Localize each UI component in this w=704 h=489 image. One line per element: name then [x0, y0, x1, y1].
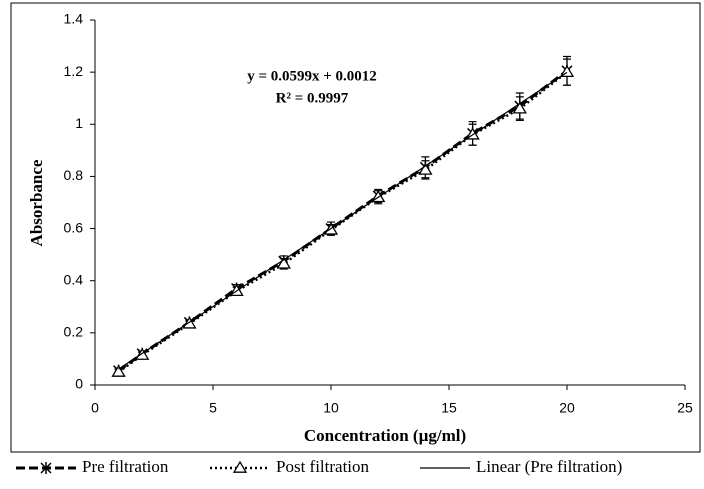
y-tick-label: 0.6	[64, 219, 84, 235]
legend-marker	[232, 460, 248, 473]
x-tick-label: 20	[559, 400, 575, 416]
x-tick-label: 0	[91, 400, 99, 416]
y-axis-title: Absorbance	[27, 159, 46, 246]
y-tick-label: 0.4	[64, 271, 84, 287]
x-tick-label: 10	[323, 400, 339, 416]
x-tick-label: 15	[441, 400, 457, 416]
legend-label: Linear (Pre filtration)	[476, 457, 622, 476]
y-tick-label: 0.2	[64, 324, 84, 340]
x-tick-label: 25	[677, 400, 693, 416]
y-tick-label: 0.8	[64, 167, 84, 183]
series-line	[118, 71, 568, 370]
data-point	[418, 162, 433, 175]
frame	[10, 2, 701, 453]
x-axis-title: Concentration (µg/ml)	[304, 426, 466, 445]
x-tick-label: 5	[209, 400, 217, 416]
legend-label: Pre filtration	[82, 457, 169, 476]
y-tick-label: 1.4	[64, 11, 84, 27]
r-squared: R² = 0.9997	[276, 90, 349, 106]
data-point	[111, 364, 126, 377]
legend-label: Post filtration	[276, 457, 370, 476]
y-tick-label: 1	[75, 115, 83, 131]
y-tick-label: 1.2	[64, 63, 84, 79]
legend-marker	[40, 462, 52, 474]
data-point	[276, 256, 291, 269]
equation: y = 0.0599x + 0.0012	[247, 68, 377, 84]
data-point	[512, 101, 527, 114]
y-tick-label: 0	[75, 376, 83, 392]
